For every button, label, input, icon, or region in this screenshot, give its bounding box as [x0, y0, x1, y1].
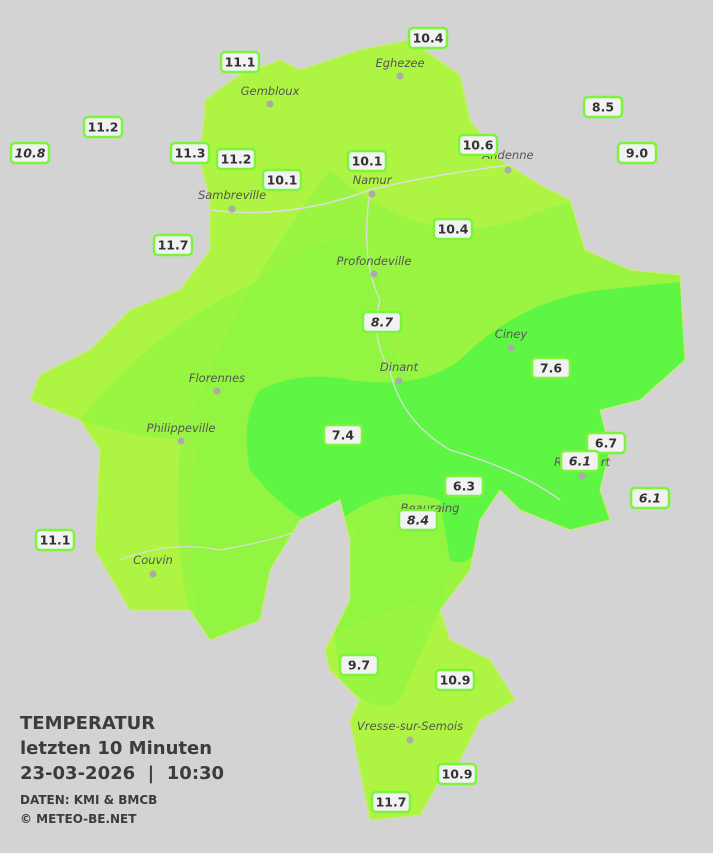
station-box: [370, 790, 412, 814]
city-dot: [149, 570, 157, 578]
station-box: [434, 668, 476, 692]
city-name: Couvin: [133, 553, 173, 567]
station-box: [585, 431, 627, 455]
city-dot: [395, 377, 403, 385]
city-name: Dinant: [380, 360, 419, 374]
station-temp: 9.0: [626, 146, 648, 161]
city-dot: [578, 472, 586, 480]
station-temp: 7.4: [332, 428, 354, 443]
station-temp: 11.2: [88, 120, 119, 135]
city-dot: [504, 166, 512, 174]
station-box: [629, 486, 671, 510]
station-temp: 6.7: [595, 436, 617, 451]
station-temp: 10.1: [352, 154, 383, 169]
city-dot: [213, 387, 221, 395]
city-name: Gembloux: [241, 84, 300, 98]
station-box: [346, 149, 388, 173]
station-temp: 11.7: [158, 238, 189, 253]
station-temp: 11.7: [376, 795, 407, 810]
station-box: [432, 217, 474, 241]
station-temp: 11.1: [225, 55, 256, 70]
city-dot: [507, 344, 515, 352]
station-box: [443, 474, 485, 498]
city-dot: [228, 205, 236, 213]
subtitle: letzten 10 Minuten: [20, 738, 212, 759]
station-box: [261, 168, 303, 192]
city-dot: [177, 437, 185, 445]
station-box: [616, 141, 658, 165]
station-box: [338, 653, 380, 677]
city-name: Eghezee: [375, 56, 424, 70]
station-box: [397, 508, 439, 532]
timestamp: 23-03-2026 | 10:30: [20, 763, 224, 784]
city-name: Philippeville: [147, 421, 216, 435]
source: DATEN: KMI & BMCB: [20, 793, 157, 807]
city-dot: [406, 736, 414, 744]
city-name: Ciney: [495, 327, 528, 341]
station-temp: 11.1: [40, 533, 71, 548]
city-dot: [370, 270, 378, 278]
station-box: [322, 423, 364, 447]
station-temp: 10.4: [413, 31, 444, 46]
cities: EghezeeGemblouxAndenneNamurSambrevillePr…: [133, 56, 611, 744]
station-box: [219, 50, 261, 74]
station-box: [34, 528, 76, 552]
station-box: [436, 762, 478, 786]
station-temp: 6.3: [453, 479, 475, 494]
station-temp: 10.6: [463, 138, 494, 153]
station-temp: 11.3: [175, 146, 206, 161]
station-temp: 8.5: [592, 100, 614, 115]
station-temp: 6.1: [569, 454, 591, 469]
city-name: Sambreville: [198, 188, 266, 202]
stations: 10.4 11.1 11.2 10.8 11.3 11.2 10.1 10.1 10.6 8.5 9…: [9, 26, 671, 814]
station-box: [582, 95, 624, 119]
station-box: [530, 356, 572, 380]
station-box: [457, 133, 499, 157]
city-dot: [368, 190, 376, 198]
station-temp: 10.9: [440, 673, 471, 688]
station-box: [169, 141, 211, 165]
station-temp: 8.7: [371, 315, 393, 330]
city-dot: [266, 100, 274, 108]
station-box: [361, 310, 403, 334]
station-box: [559, 449, 601, 473]
station-box: [82, 115, 124, 139]
station-temp: 10.4: [438, 222, 469, 237]
station-temp: 10.8: [15, 146, 46, 161]
city-name: Profondeville: [337, 254, 412, 268]
copyright: © METEO-BE.NET: [20, 812, 137, 826]
station-temp: 9.7: [348, 658, 370, 673]
station-temp: 10.1: [267, 173, 298, 188]
station-box: [152, 233, 194, 257]
station-box: [215, 147, 257, 171]
city-name: Florennes: [189, 371, 245, 385]
station-temp: 8.4: [407, 513, 429, 528]
city-dot: [396, 72, 404, 80]
station-temp: 7.6: [540, 361, 562, 376]
city-name: Vresse-sur-Semois: [357, 719, 463, 733]
city-name: Namur: [353, 173, 393, 187]
station-temp: 11.2: [221, 152, 252, 167]
station-temp: 6.1: [639, 491, 661, 506]
station-box: [9, 141, 51, 165]
title: TEMPERATUR: [20, 713, 155, 734]
station-temp: 10.9: [442, 767, 473, 782]
station-box: [407, 26, 449, 50]
